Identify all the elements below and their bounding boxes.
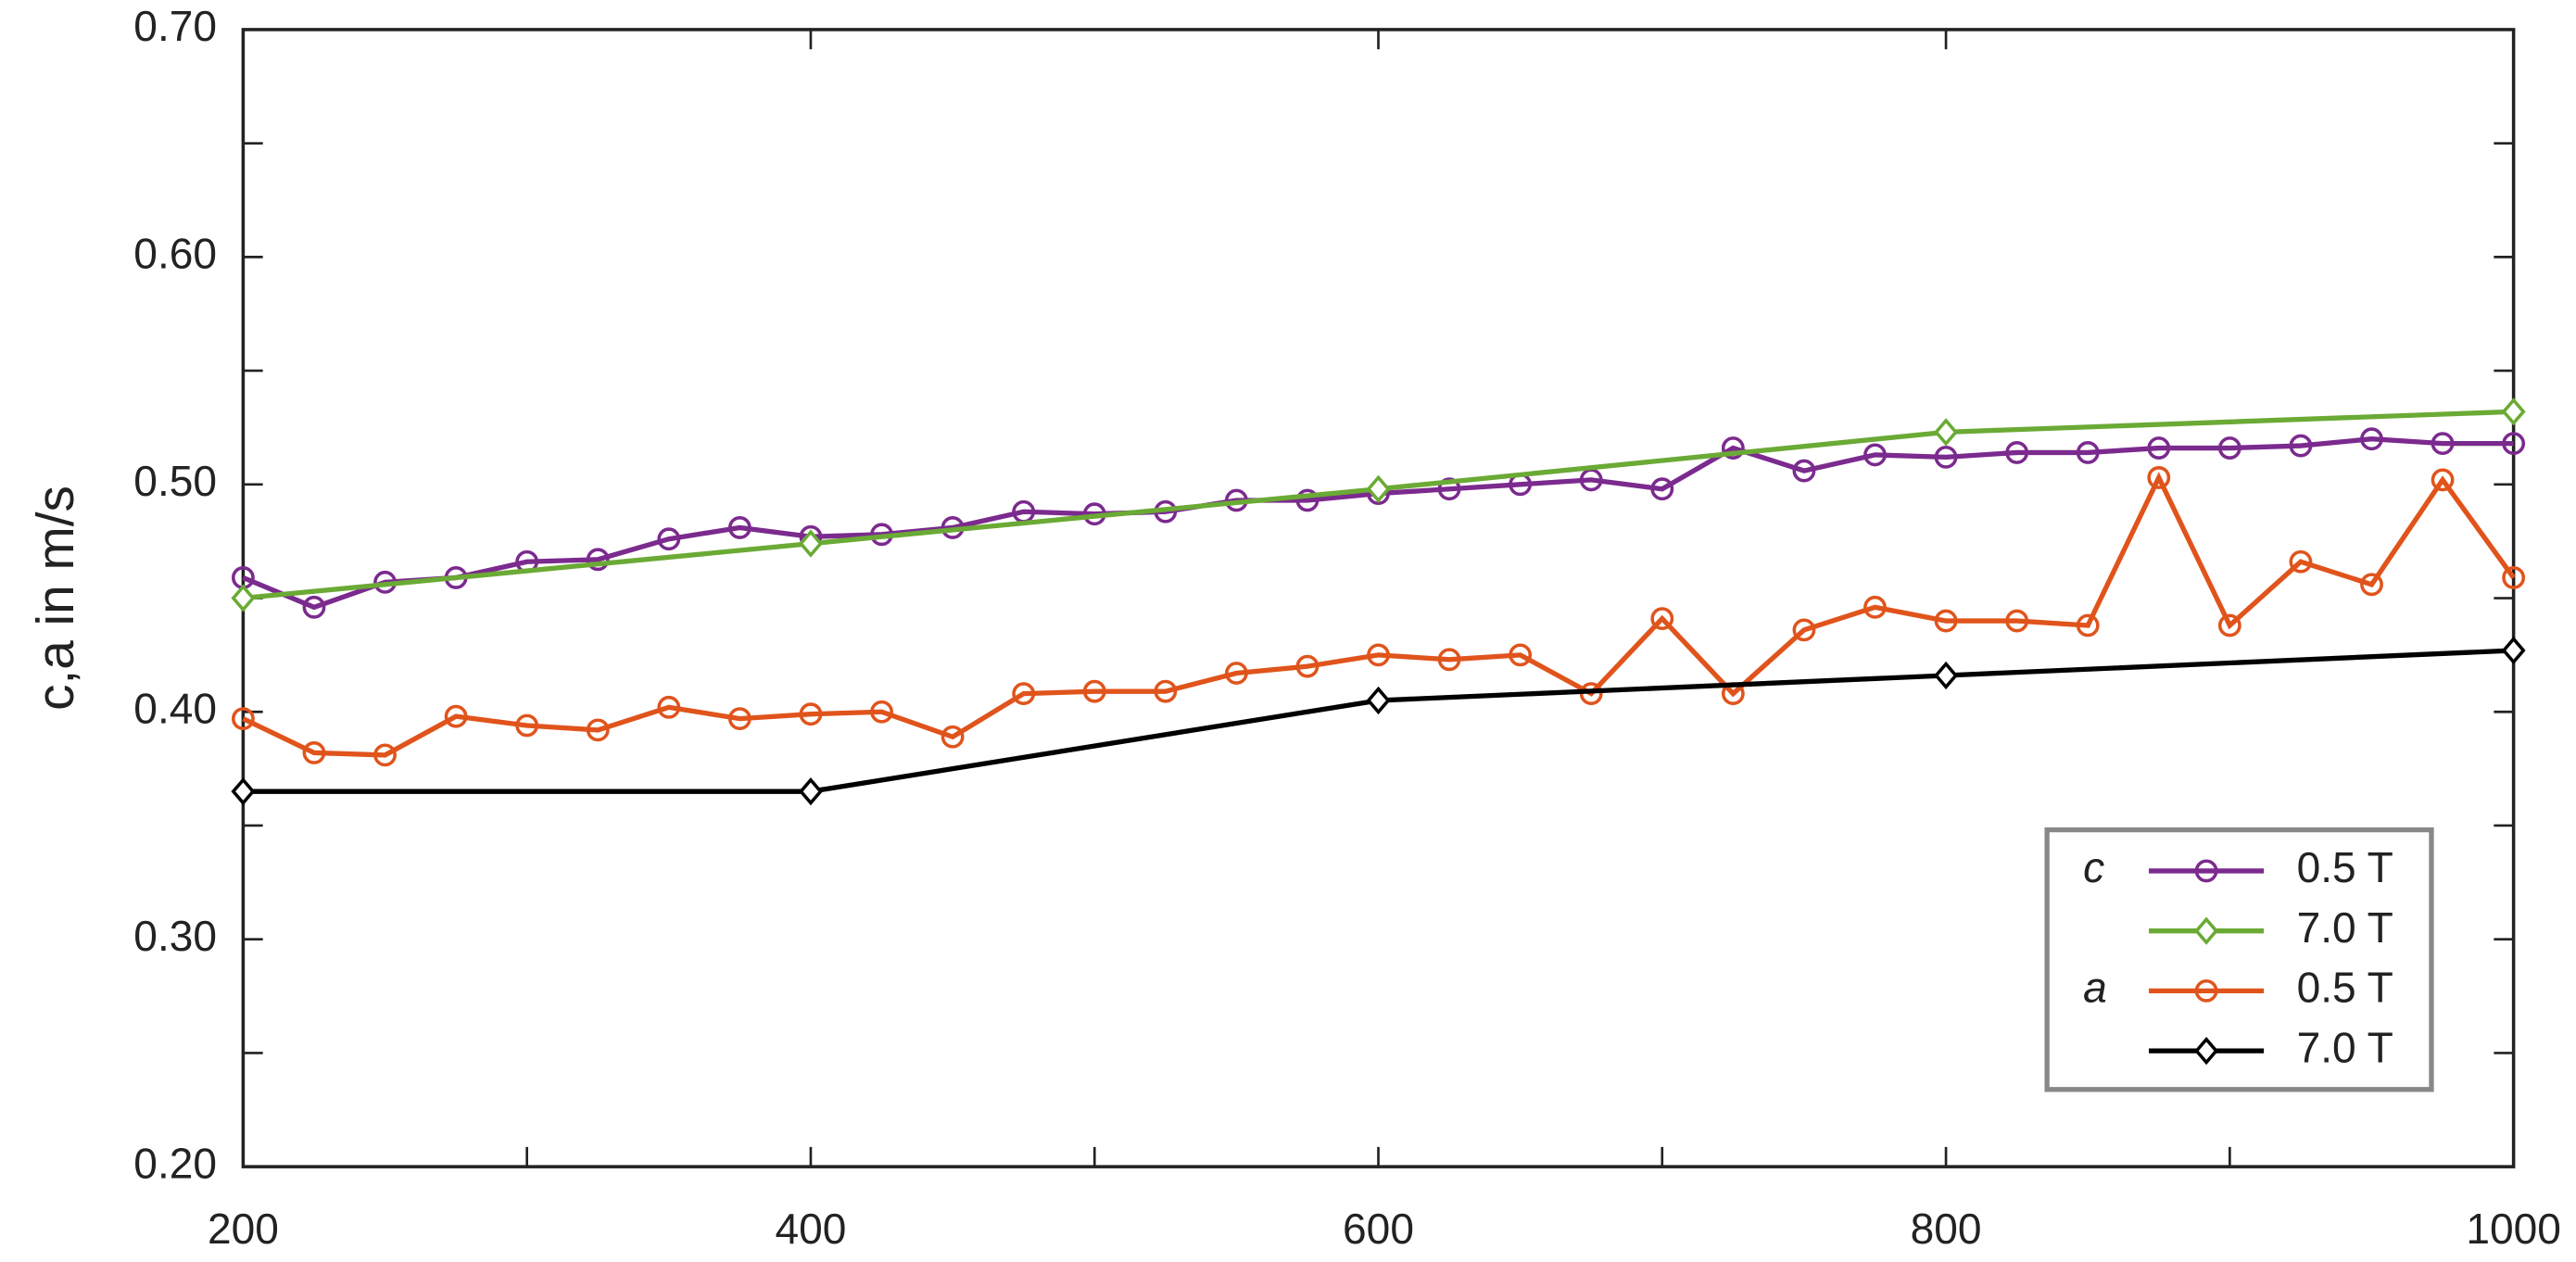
circle-marker: [1721, 436, 1745, 460]
circle-marker: [799, 702, 823, 726]
series-line: [242, 472, 2516, 758]
circle-marker: [1792, 618, 1816, 642]
circle-marker: [727, 707, 751, 731]
circle-marker: [1295, 654, 1320, 678]
diamond-marker: [798, 777, 823, 806]
y-tick-label: 0.20: [133, 1139, 217, 1187]
series-line: [242, 436, 2514, 611]
circle-marker: [2360, 573, 2383, 597]
circle-marker: [2194, 978, 2218, 1003]
diamond-marker: [1934, 661, 1959, 690]
circle-marker: [2289, 434, 2313, 458]
circle-marker: [2005, 609, 2029, 633]
legend-label: 0.5 T: [2297, 843, 2393, 891]
circle-marker: [2005, 441, 2029, 464]
circle-marker: [2360, 427, 2383, 451]
diamond-marker: [2501, 636, 2526, 665]
circle-marker: [2217, 613, 2241, 637]
y-tick-label: 0.70: [133, 2, 217, 50]
x-tick-label: 200: [208, 1205, 279, 1253]
circle-marker: [2431, 468, 2455, 492]
legend-box: [2044, 827, 2434, 1092]
y-tick-label: 0.30: [133, 912, 217, 960]
circle-marker: [657, 695, 681, 719]
diamond-marker: [2501, 398, 2526, 426]
circle-marker: [1650, 477, 1674, 501]
diamond-marker: [2194, 916, 2219, 945]
circle-marker: [2147, 466, 2171, 489]
circle-marker: [1650, 607, 1674, 631]
circle-marker: [1863, 443, 1887, 467]
x-tick-label: 800: [1911, 1205, 1982, 1253]
circle-marker: [2289, 549, 2313, 574]
legend-group: a: [2083, 964, 2107, 1012]
circle-marker: [586, 548, 610, 572]
x-tick-label: 400: [776, 1205, 847, 1253]
circle-marker: [444, 704, 468, 728]
y-tick-label: 0.40: [133, 684, 217, 732]
diamond-marker: [1934, 418, 1959, 447]
circle-marker: [1437, 477, 1461, 501]
diamond-marker: [231, 584, 256, 612]
circle-marker: [1934, 609, 1958, 633]
diamond-marker: [1366, 686, 1391, 715]
circle-marker: [1082, 679, 1106, 703]
circle-marker: [657, 527, 681, 551]
circle-marker: [231, 707, 255, 731]
x-tick-label: 1000: [2466, 1205, 2561, 1253]
circle-marker: [373, 743, 397, 767]
circle-marker: [1792, 459, 1816, 483]
circle-marker: [1295, 488, 1320, 512]
circle-marker: [1012, 682, 1036, 706]
circle-marker: [586, 718, 610, 742]
circle-marker: [1224, 662, 1248, 685]
legend-group: c: [2083, 843, 2104, 891]
legend-label: 0.5 T: [2297, 964, 2393, 1012]
circle-marker: [727, 516, 751, 539]
legend-label: 7.0 T: [2297, 1023, 2393, 1071]
circle-marker: [1934, 445, 1958, 469]
y-axis-label: c,a in m/s: [27, 486, 85, 711]
circle-marker: [2502, 566, 2526, 589]
circle-marker: [2076, 441, 2100, 464]
circle-marker: [2194, 859, 2218, 883]
circle-marker: [2076, 613, 2100, 637]
circle-marker: [515, 713, 539, 738]
circle-marker: [302, 595, 326, 619]
circle-marker: [870, 700, 893, 724]
circle-marker: [1509, 643, 1533, 667]
circle-marker: [2217, 436, 2241, 460]
circle-marker: [2431, 432, 2455, 456]
circle-marker: [2502, 432, 2526, 456]
circle-marker: [1154, 679, 1178, 703]
legend-label: 7.0 T: [2297, 903, 2393, 952]
circle-marker: [1437, 648, 1461, 672]
diamond-marker: [2194, 1036, 2219, 1066]
y-tick-label: 0.50: [133, 457, 217, 505]
diamond-marker: [1366, 474, 1391, 503]
circle-marker: [2147, 436, 2171, 460]
circle-marker: [1367, 643, 1390, 667]
circle-marker: [1863, 595, 1887, 619]
series-line: [243, 648, 2514, 794]
circle-marker: [302, 741, 326, 764]
legend: c 0.5 T 7.0 T a 0.5 T 7.0 T: [2044, 827, 2434, 1092]
diamond-marker: [231, 777, 256, 806]
y-tick-label: 0.60: [133, 230, 217, 278]
x-tick-label: 600: [1343, 1205, 1414, 1253]
diamond-marker: [798, 529, 823, 558]
circle-marker: [941, 725, 965, 749]
